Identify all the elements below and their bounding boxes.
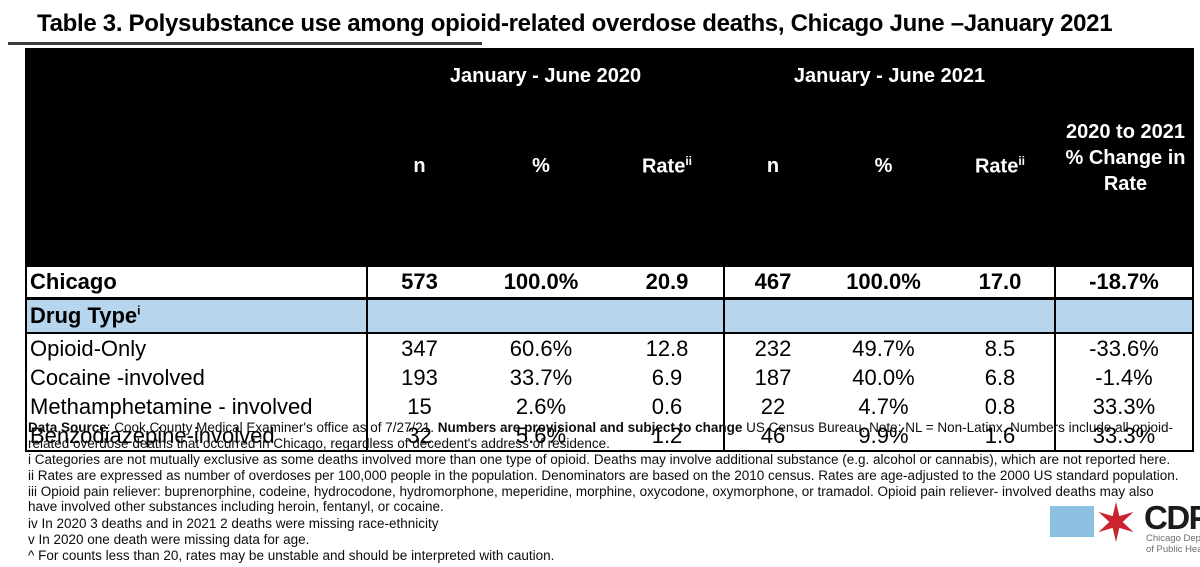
row-label: Methamphetamine - involved bbox=[30, 393, 313, 419]
empty-corner-cell bbox=[26, 49, 367, 96]
footnote-data-source: Data Source: Cook County Medical Examine… bbox=[28, 420, 1173, 451]
footnote-i: i Categories are not mutually exclusive … bbox=[28, 451, 1171, 467]
cell-pct-2020: 33.7% bbox=[509, 364, 573, 390]
cell-pct-2020: 60.6% bbox=[509, 335, 573, 361]
drug-type-footnote-marker: i bbox=[137, 303, 141, 318]
cdph-blue-square bbox=[1050, 506, 1094, 537]
cell-n-2020: 32 bbox=[366, 421, 471, 451]
empty-cell bbox=[821, 298, 946, 334]
column-header-n-2021: n bbox=[723, 96, 821, 267]
cell-n-2021: 46 bbox=[723, 421, 821, 451]
table-row-benzodiazepine: Benzodiazepine-involved 32 5.6% 1.2 46 9… bbox=[26, 421, 1193, 451]
cell-rate-2020: 6.9 bbox=[651, 364, 683, 390]
cell-n-2020: 15 bbox=[366, 392, 471, 421]
cell-n-2021: 187 bbox=[723, 363, 821, 392]
cell-pct-2021: 9.9% bbox=[858, 422, 909, 448]
cdph-logo: CDPH Chicago Departme of Public Health bbox=[1050, 499, 1200, 561]
cell-rate-2020: 12.8 bbox=[645, 335, 689, 361]
footnote-caret: ^ For counts less than 20, rates may be … bbox=[28, 547, 555, 563]
footnote-iii: iii Opioid pain reliever: buprenorphine,… bbox=[28, 483, 1154, 515]
cell-n-2020: 347 bbox=[366, 333, 471, 363]
empty-cell bbox=[471, 298, 611, 334]
column-header-rate-2020: Rateii bbox=[611, 96, 724, 267]
table-row-opioid-only: Opioid-Only 347 60.6% 12.8 232 49.7% 8.5… bbox=[26, 333, 1193, 363]
empty-cell bbox=[366, 298, 471, 334]
cell-pct-2020: 2.6% bbox=[515, 393, 567, 419]
cell-pct-2021: 40.0% bbox=[852, 364, 915, 390]
group-header-2020: January - June 2020 bbox=[366, 49, 724, 96]
cell-pct-2020: 100.0% bbox=[471, 267, 611, 300]
column-header-n-2020: n bbox=[366, 96, 471, 267]
cell-rate-2021: 8.5 bbox=[984, 335, 1016, 361]
cell-rate-2021: 1.6 bbox=[984, 422, 1016, 448]
rate-footnote-marker: ii bbox=[1018, 154, 1026, 169]
footnote-v: v In 2020 one death were missing data fo… bbox=[28, 531, 310, 547]
row-label: Benzodiazepine-involved bbox=[30, 422, 275, 448]
polysubstance-table: January - June 2020 January - June 2021 … bbox=[25, 48, 1194, 452]
cell-rate-2020: 1.2 bbox=[651, 422, 683, 448]
row-label: Drug Typei bbox=[26, 298, 367, 334]
empty-cell bbox=[1054, 298, 1193, 334]
table-column-header-row: n % Rateii n % Rateii bbox=[26, 96, 1193, 267]
empty-cell bbox=[611, 298, 724, 334]
cell-rate-2020: 20.9 bbox=[611, 267, 724, 300]
footnote-ii: ii Rates are expressed as number of over… bbox=[28, 467, 1179, 483]
chicago-star-icon bbox=[1098, 501, 1134, 543]
footnotes: Data Source: Cook County Medical Examine… bbox=[28, 420, 1180, 564]
cell-pct-2021: 49.7% bbox=[852, 335, 915, 361]
column-header-pct-2020: % bbox=[471, 96, 611, 267]
cell-n-2020: 573 bbox=[366, 267, 471, 300]
cell-rate-change: 33.3% bbox=[1054, 392, 1193, 421]
table-row-drug-type: Drug Typei bbox=[26, 298, 1193, 334]
empty-label-header-cell bbox=[26, 96, 367, 267]
cell-rate-change: 33.3% bbox=[1054, 421, 1193, 451]
cell-pct-2021: 4.7% bbox=[858, 393, 909, 419]
group-header-2021: January - June 2021 bbox=[723, 49, 1055, 96]
cdph-acronym: CDPH bbox=[1144, 499, 1200, 536]
cell-n-2020: 193 bbox=[366, 363, 471, 392]
row-label: Cocaine -involved bbox=[30, 364, 205, 390]
cell-rate-2021: 6.8 bbox=[984, 364, 1016, 390]
cell-n-2021: 467 bbox=[723, 267, 821, 300]
cell-rate-change: -1.4% bbox=[1054, 363, 1193, 392]
row-label: Chicago bbox=[26, 267, 367, 300]
column-header-pct-2021: % bbox=[821, 96, 946, 267]
rate-footnote-marker: ii bbox=[685, 154, 693, 169]
page-title: Table 3. Polysubstance use among opioid-… bbox=[37, 10, 1113, 37]
cell-n-2021: 232 bbox=[723, 333, 821, 363]
cell-pct-2021: 100.0% bbox=[821, 267, 946, 300]
table-row-methamphetamine: Methamphetamine - involved 15 2.6% 0.6 2… bbox=[26, 392, 1193, 421]
cell-rate-2021: 0.8 bbox=[984, 393, 1016, 419]
cell-n-2021: 22 bbox=[723, 392, 821, 421]
cell-rate-2021: 17.0 bbox=[946, 267, 1055, 300]
cdph-org-name: Chicago Departme of Public Health bbox=[1146, 533, 1200, 555]
cell-pct-2020: 5.6% bbox=[515, 422, 567, 448]
row-label: Opioid-Only bbox=[30, 335, 147, 361]
table-row-cocaine: Cocaine -involved 193 33.7% 6.9 187 40.0… bbox=[26, 363, 1193, 392]
column-header-change: 2020 to 2021 % Change in Rate bbox=[1054, 49, 1193, 267]
title-underline bbox=[8, 42, 482, 45]
table-row-chicago: Chicago 573 100.0% 20.9 467 100.0% 17.0 … bbox=[26, 267, 1193, 300]
cell-rate-change: -18.7% bbox=[1054, 267, 1193, 300]
column-header-rate-2021: Rateii bbox=[946, 96, 1055, 267]
cell-rate-change: -33.6% bbox=[1054, 333, 1193, 363]
cdph-org-line2: of Public Health bbox=[1146, 543, 1200, 555]
empty-cell bbox=[946, 298, 1055, 334]
footnote-iv: iv In 2020 3 deaths and in 2021 2 deaths… bbox=[28, 515, 439, 531]
table-group-header-row: January - June 2020 January - June 2021 … bbox=[26, 49, 1193, 267]
cdph-org-line1: Chicago Departme bbox=[1146, 533, 1200, 544]
cell-rate-2020: 0.6 bbox=[651, 393, 683, 419]
polysubstance-table-container: January - June 2020 January - June 2021 … bbox=[25, 48, 1194, 452]
empty-cell bbox=[723, 298, 821, 334]
